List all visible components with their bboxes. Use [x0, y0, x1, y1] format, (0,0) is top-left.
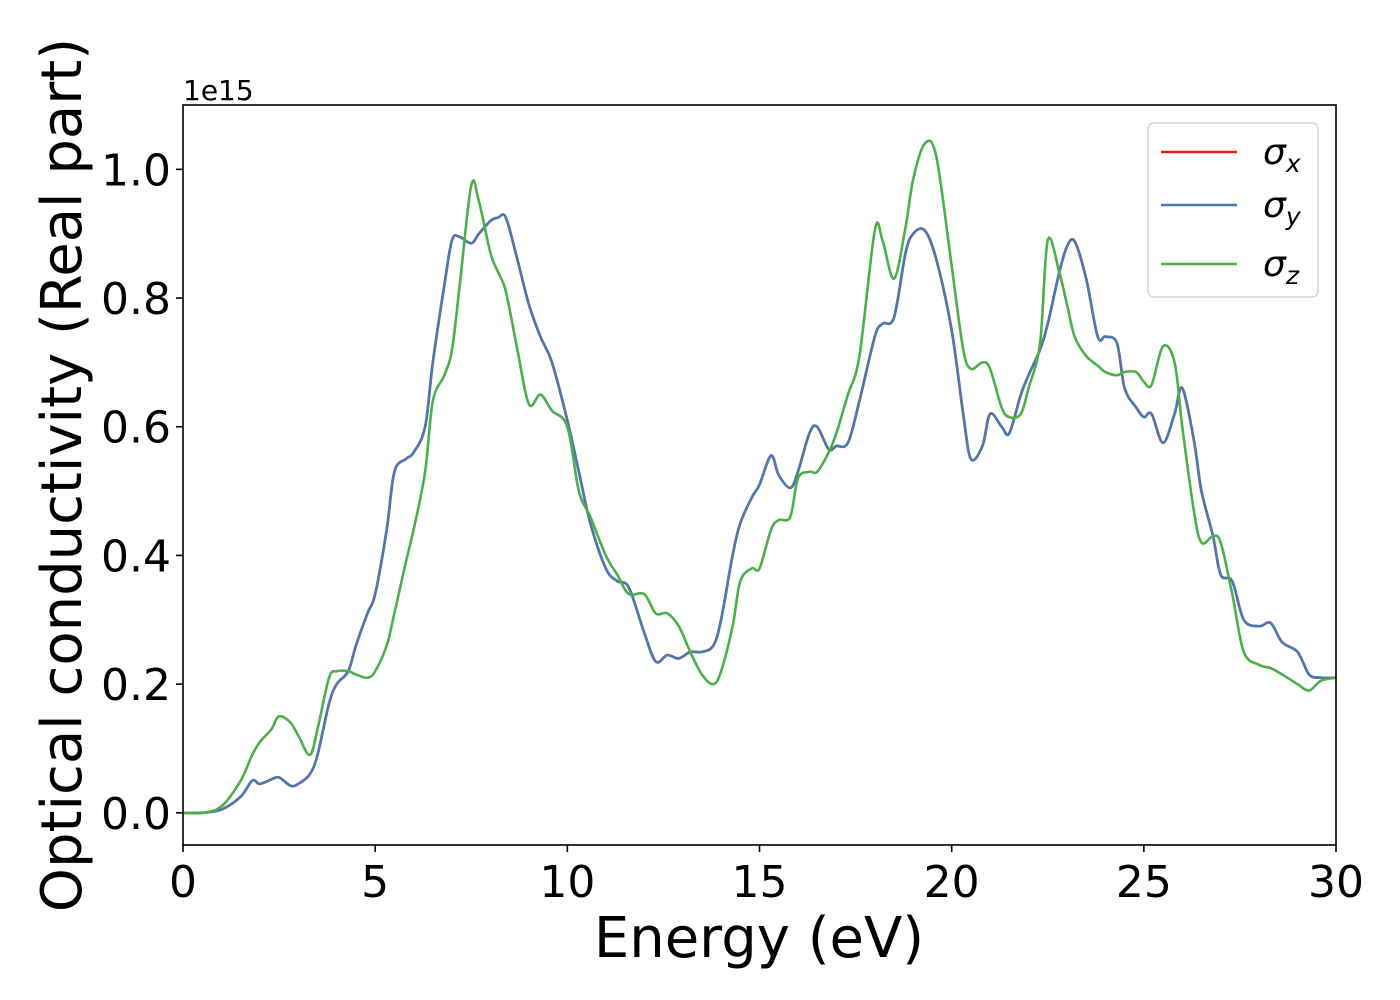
y-tick-label: 0.2 — [101, 660, 171, 711]
x-tick-label: 10 — [539, 857, 595, 908]
series-layer — [182, 139, 1337, 815]
y-tick-label: 1.0 — [101, 145, 171, 196]
y-axis: 0.0 0.2 0.4 0.6 0.8 1.0 — [101, 145, 183, 840]
x-axis: 0 5 10 15 20 25 30 — [169, 845, 1364, 908]
legend-label-x: σx — [1263, 132, 1301, 178]
series-line-z — [182, 139, 1337, 815]
x-tick-label: 25 — [1116, 857, 1172, 908]
x-tick-label: 30 — [1308, 857, 1364, 908]
legend-label-z: σz — [1263, 244, 1300, 290]
x-tick-label: 20 — [924, 857, 980, 908]
y-tick-label: 0.0 — [101, 789, 171, 840]
plot-background — [183, 105, 1336, 845]
x-tick-label: 0 — [169, 857, 197, 908]
y-axis-label: Optical conductivity (Real part) — [30, 38, 95, 912]
y-tick-label: 0.4 — [101, 531, 171, 582]
y-tick-label: 0.8 — [101, 274, 171, 325]
series-line-y — [182, 213, 1337, 815]
x-axis-label: Energy (eV) — [594, 906, 924, 971]
x-tick-label: 5 — [361, 857, 389, 908]
x-tick-label: 15 — [732, 857, 788, 908]
legend-label-y: σy — [1263, 185, 1302, 231]
legend-box — [1147, 122, 1319, 298]
y-offset-label: 1e15 — [183, 74, 254, 107]
y-tick-label: 0.6 — [101, 403, 171, 454]
legend: σx σy σz — [1147, 122, 1319, 298]
